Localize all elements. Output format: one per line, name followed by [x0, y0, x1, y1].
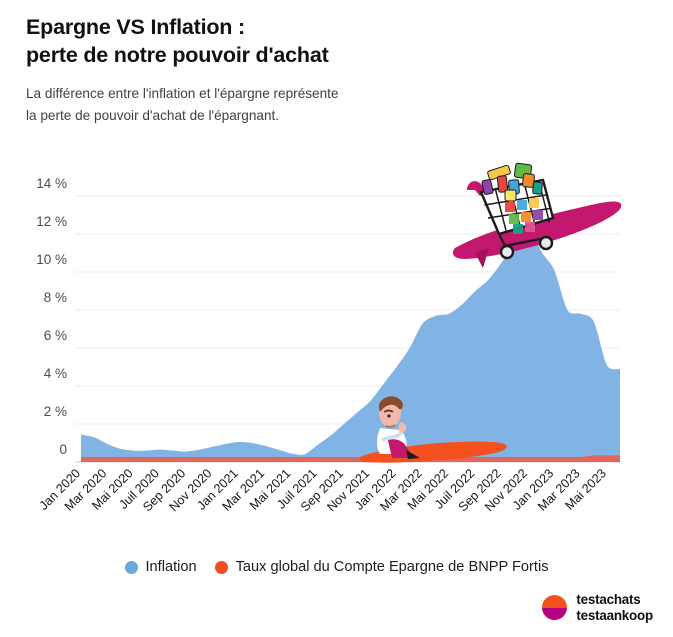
- logo-line-fr: testachats: [576, 592, 641, 608]
- y-axis-tick-label: 6 %: [44, 328, 67, 343]
- surfboard-fin: [475, 248, 489, 268]
- y-axis-tick-label: 12 %: [36, 214, 67, 229]
- x-axis-tick-label: Nov 2022: [482, 466, 530, 514]
- cart-wheel: [538, 235, 554, 251]
- x-axis-tick-label: Sep 2022: [456, 466, 504, 514]
- y-axis-tick-label: 4 %: [44, 366, 67, 381]
- x-axis-tick-label: Mar 2020: [62, 466, 110, 514]
- grid-lines: [75, 195, 620, 463]
- man-hand: [398, 422, 407, 433]
- logo-wordmark: testachats testaankoop: [576, 592, 653, 623]
- legend-item-label: Inflation: [145, 559, 197, 575]
- x-axis-tick-label: Mar 2023: [535, 466, 583, 514]
- x-axis-tick-label: Juil 2020: [116, 466, 162, 512]
- series-area-savings-rate: [81, 455, 620, 462]
- grocery-item: [508, 179, 520, 195]
- magenta-surfboard-illustration: [452, 162, 622, 268]
- legend-item-savings-rate[interactable]: Taux global du Compte Epargne de BNPP Fo…: [214, 559, 549, 575]
- grocery-item: [513, 162, 533, 180]
- legend-color-swatch-icon: [214, 560, 228, 574]
- surfboard-shape: [452, 201, 622, 259]
- y-axis-tick-label: 0: [59, 442, 67, 457]
- seated-man-figure: [377, 396, 420, 459]
- y-axis-tick-label: 8 %: [44, 290, 67, 305]
- grocery-item: [532, 181, 543, 195]
- cart-content-item: [525, 222, 535, 232]
- header-block: Epargne VS Inflation : perte de notre po…: [26, 14, 646, 127]
- x-axis-tick-label: Jan 2020: [37, 466, 84, 513]
- x-axis-tick-label: Nov 2020: [167, 466, 215, 514]
- x-axis-tick-label: Sep 2021: [298, 466, 346, 514]
- grocery-item: [487, 164, 511, 181]
- man-hair: [378, 396, 403, 412]
- page-title: Epargne VS Inflation : perte de notre po…: [26, 15, 329, 67]
- man-mouth: [385, 424, 396, 428]
- illustration-layer: [359, 162, 622, 463]
- cart-content-item: [513, 224, 523, 234]
- grocery-item: [504, 189, 517, 202]
- man-shoe: [406, 450, 420, 459]
- legend-item-label: Taux global du Compte Epargne de BNPP Fo…: [235, 559, 549, 575]
- cart-content-item: [521, 212, 531, 222]
- cart-wheel: [499, 244, 515, 260]
- legend-item-inflation[interactable]: Inflation: [124, 559, 197, 575]
- orange-surfboard-illustration: [359, 396, 507, 463]
- grocery-item: [481, 179, 494, 195]
- x-axis-tick-label: Sep 2020: [140, 466, 188, 514]
- cart-content-item: [505, 202, 515, 212]
- grocery-item: [496, 175, 509, 193]
- x-axis-tick-label: Mar 2021: [220, 466, 268, 514]
- y-axis-tick-labels: 0 2 % 4 % 6 % 8 % 10 % 12 % 14 %: [36, 176, 67, 457]
- brand-logo: testachats testaankoop: [542, 592, 653, 623]
- cart-content-item: [533, 210, 543, 220]
- logo-line-nl: testaankoop: [576, 607, 653, 623]
- man-eye: [387, 414, 391, 418]
- cart-content-item: [529, 198, 539, 208]
- man-arm: [381, 430, 404, 442]
- shopping-cart-icon: [479, 162, 555, 260]
- x-axis-tick-label: Mai 2022: [405, 466, 452, 513]
- y-axis-tick-label: 10 %: [36, 252, 67, 267]
- x-axis-tick-label: Mai 2023: [562, 466, 609, 513]
- x-axis-tick-label: Jan 2021: [194, 466, 241, 513]
- x-axis-tick-label: Jan 2022: [352, 466, 399, 513]
- x-axis-tick-label: Mai 2020: [89, 466, 136, 513]
- cart-content-item: [509, 214, 519, 224]
- cart-frame: [497, 233, 546, 248]
- chart-legend: Inflation Taux global du Compte Epargne …: [0, 560, 673, 575]
- man-head: [379, 399, 401, 427]
- cart-basket: [479, 178, 555, 236]
- x-axis-tick-label: Juil 2021: [274, 466, 320, 512]
- series-layer: [81, 220, 620, 462]
- x-axis-tick-label: Nov 2021: [324, 466, 372, 514]
- x-axis-tick-label: Mar 2022: [377, 466, 425, 514]
- legend-color-swatch-icon: [124, 560, 138, 574]
- surfboard-shape: [359, 441, 507, 463]
- man-shirt: [377, 428, 407, 454]
- cart-handle: [467, 181, 486, 196]
- page-subtitle: La différence entre l'inflation et l'épa…: [26, 86, 339, 124]
- savings-baseline-band: [81, 457, 620, 462]
- x-axis-tick-label: Mai 2021: [247, 466, 294, 513]
- x-axis-tick-label: Jan 2023: [510, 466, 557, 513]
- cart-content-item: [517, 200, 527, 210]
- logo-circle-icon: [542, 595, 568, 621]
- y-axis-tick-label: 2 %: [44, 404, 67, 419]
- series-area-inflation: [81, 220, 620, 462]
- man-eyebrow: [383, 409, 394, 413]
- man-legs: [388, 439, 414, 458]
- grocery-item: [522, 173, 535, 188]
- y-axis-tick-label: 14 %: [36, 176, 67, 191]
- x-axis-tick-label: Juil 2022: [432, 466, 478, 512]
